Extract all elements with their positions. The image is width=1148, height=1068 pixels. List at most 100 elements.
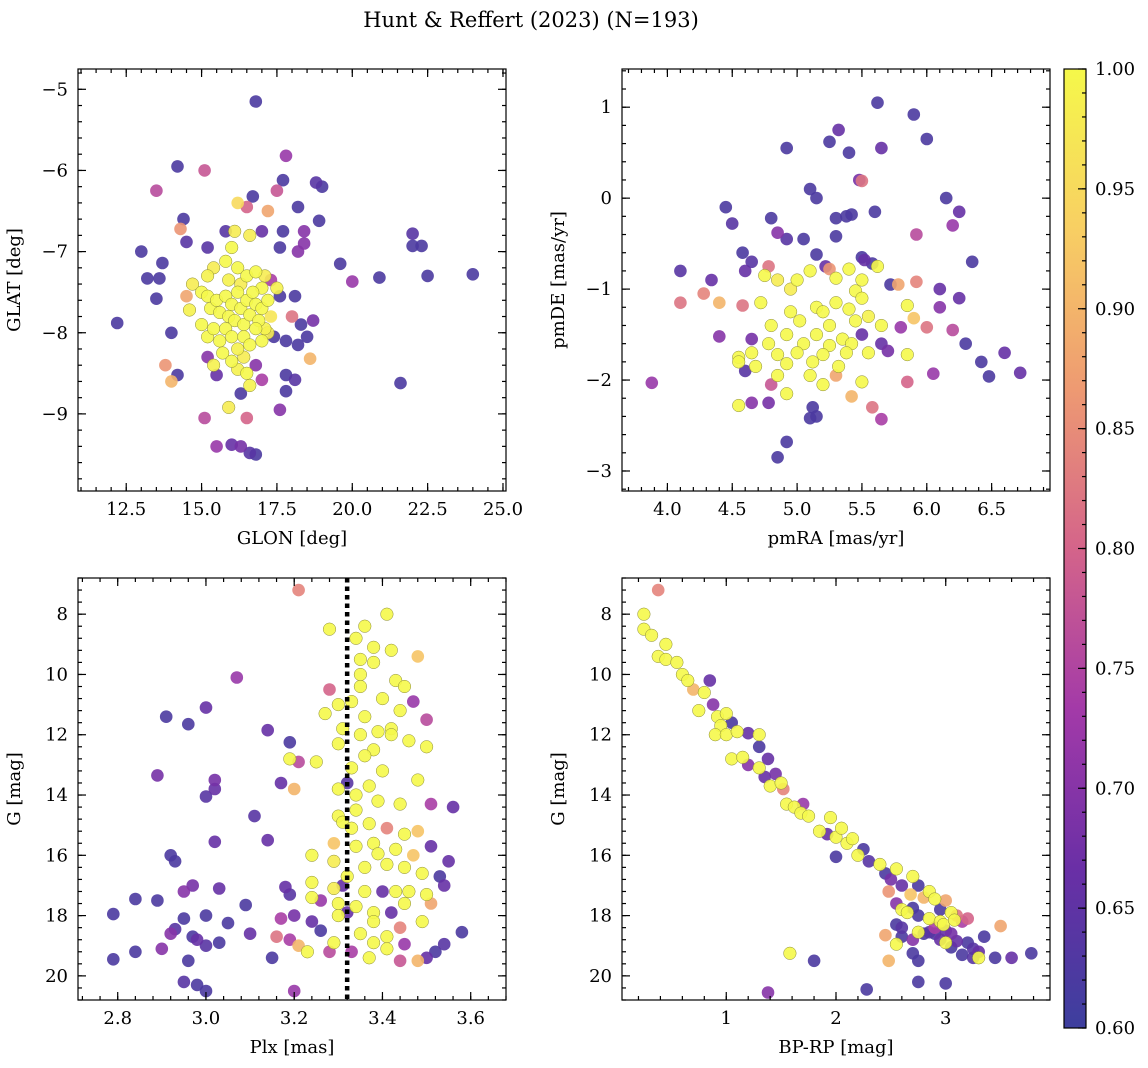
data-point bbox=[420, 713, 433, 726]
data-point bbox=[349, 803, 363, 817]
data-point bbox=[358, 710, 372, 724]
data-point bbox=[912, 975, 925, 989]
data-point bbox=[261, 833, 275, 847]
data-point bbox=[862, 855, 876, 868]
data-point bbox=[732, 398, 746, 413]
data-point bbox=[870, 259, 885, 273]
data-point bbox=[129, 892, 142, 906]
data-point bbox=[697, 685, 711, 700]
data-point bbox=[219, 225, 232, 238]
y-tick-label: 8 bbox=[601, 604, 612, 625]
data-point bbox=[249, 265, 263, 279]
data-point bbox=[276, 173, 290, 187]
data-point bbox=[670, 655, 684, 669]
data-point bbox=[977, 930, 991, 943]
data-point bbox=[353, 667, 367, 682]
data-point bbox=[305, 890, 319, 905]
data-point bbox=[752, 728, 766, 742]
data-point bbox=[455, 925, 469, 939]
data-point bbox=[920, 321, 934, 334]
data-point bbox=[771, 273, 785, 287]
data-point bbox=[222, 400, 236, 414]
data-point bbox=[297, 225, 311, 238]
panel-plx-g: 2.8 3.0 3.2 3.4 3.6 8 10 12 14 16 18 20 Plx [mas] G [… bbox=[4, 577, 507, 1058]
data-point bbox=[309, 176, 323, 189]
data-point bbox=[159, 710, 173, 723]
data-point bbox=[842, 302, 856, 316]
data-point bbox=[745, 255, 758, 269]
data-point bbox=[305, 875, 319, 889]
data-point bbox=[231, 196, 244, 210]
data-point bbox=[855, 375, 869, 389]
data-point bbox=[855, 273, 869, 287]
data-point bbox=[901, 375, 914, 389]
data-point bbox=[327, 837, 341, 850]
data-point bbox=[402, 734, 416, 748]
x-tick-label: 5.0 bbox=[783, 499, 812, 520]
data-point bbox=[353, 927, 367, 941]
data-point bbox=[681, 673, 695, 688]
data-point bbox=[719, 200, 733, 214]
data-point bbox=[713, 296, 726, 310]
data-point bbox=[349, 788, 363, 802]
data-point bbox=[234, 440, 248, 453]
x-axis-label: Plx [mas] bbox=[250, 1037, 335, 1058]
y-axis-label: pmDE [mas/yr] bbox=[548, 211, 569, 349]
data-point bbox=[362, 779, 376, 793]
data-point bbox=[150, 292, 163, 306]
data-point bbox=[442, 855, 455, 868]
data-point bbox=[745, 396, 758, 410]
data-point bbox=[182, 303, 197, 317]
data-point bbox=[780, 141, 793, 155]
axes-frame bbox=[77, 577, 507, 1001]
data-point bbox=[998, 346, 1011, 360]
data-point bbox=[195, 318, 209, 332]
data-point bbox=[221, 916, 235, 930]
data-point bbox=[385, 906, 398, 919]
x-axis-label: GLON [deg] bbox=[237, 528, 347, 549]
data-point bbox=[761, 986, 775, 999]
x-tick-label: 3.0 bbox=[192, 1008, 221, 1029]
data-point bbox=[389, 884, 403, 899]
data-point bbox=[875, 141, 888, 155]
data-point bbox=[761, 752, 775, 766]
data-point bbox=[180, 289, 193, 303]
data-point bbox=[816, 378, 830, 392]
data-point bbox=[961, 912, 974, 925]
scatter-points bbox=[637, 583, 1038, 999]
data-point bbox=[292, 583, 305, 597]
data-point bbox=[752, 761, 766, 775]
data-point bbox=[358, 860, 372, 874]
x-tick-label: 3 bbox=[940, 1008, 951, 1029]
data-point bbox=[406, 239, 419, 253]
y-tick-label: −9 bbox=[41, 404, 68, 425]
data-point bbox=[810, 410, 823, 423]
data-point bbox=[920, 132, 934, 146]
figure-title: Hunt & Reffert (2023) (N=193) bbox=[363, 8, 699, 32]
data-point bbox=[651, 583, 665, 597]
data-point bbox=[424, 797, 438, 811]
data-point bbox=[212, 936, 226, 949]
data-point bbox=[816, 305, 830, 319]
data-point bbox=[939, 894, 952, 907]
data-point bbox=[331, 896, 345, 911]
data-point bbox=[858, 253, 871, 267]
data-point bbox=[107, 953, 120, 966]
x-tick-label: 4.0 bbox=[653, 499, 682, 520]
data-point bbox=[780, 328, 794, 342]
data-point bbox=[437, 879, 451, 892]
x-tick-label: 22.5 bbox=[408, 499, 448, 520]
y-tick-label: 20 bbox=[45, 966, 68, 987]
data-point bbox=[261, 204, 275, 218]
data-point bbox=[803, 182, 817, 196]
data-point bbox=[1013, 366, 1027, 380]
data-point bbox=[802, 809, 816, 823]
data-point bbox=[261, 723, 275, 737]
y-tick-label: 16 bbox=[45, 845, 68, 866]
data-point bbox=[934, 903, 947, 916]
x-tick-label: 17.5 bbox=[257, 499, 297, 520]
data-point bbox=[151, 894, 164, 907]
data-point bbox=[703, 674, 717, 687]
data-point bbox=[645, 628, 659, 642]
x-tick-label: 4.5 bbox=[718, 499, 747, 520]
